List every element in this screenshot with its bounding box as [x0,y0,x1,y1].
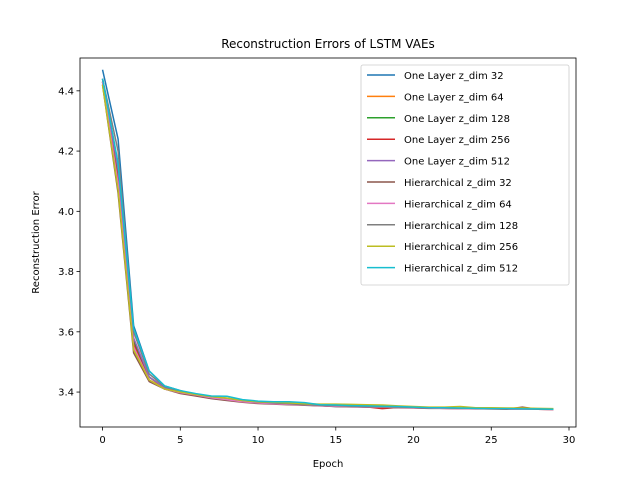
x-axis: 0 5 10 15 20 25 30 [99,427,575,446]
plot-lines [101,69,554,411]
legend-label-9: Hierarchical z_dim 256 [404,242,518,253]
legend: One Layer z_dim 32 One Layer z_dim 64 One … [360,64,570,286]
x-tick-label: 20 [407,435,420,446]
y-tick-label: 3.4 [58,388,74,399]
legend-label-1: One Layer z_dim 32 [404,71,504,82]
y-tick-label: 3.8 [58,267,74,278]
chart-title: Reconstruction Errors of LSTM VAEs [221,37,435,51]
x-axis-title: Epoch [313,459,344,470]
legend-label-7: Hierarchical z_dim 64 [404,199,512,210]
legend-label-4: One Layer z_dim 256 [404,135,510,146]
plot-frame [79,57,577,428]
x-tick-label: 10 [252,435,265,446]
legend-box [360,64,570,286]
legend-label-10: Hierarchical z_dim 512 [404,264,518,275]
x-tick-label: 0 [99,435,105,446]
legend-label-5: One Layer z_dim 512 [404,157,510,168]
x-tick-label: 25 [485,435,498,446]
y-axis: 3.4 3.6 3.8 4.0 4.2 4.4 [58,86,80,399]
y-tick-label: 3.6 [58,327,74,338]
x-tick-label: 5 [177,435,183,446]
legend-label-8: Hierarchical z_dim 128 [404,221,518,232]
x-tick-label: 15 [329,435,342,446]
series-line-10 [101,78,554,410]
legend-label-2: One Layer z_dim 64 [404,92,504,103]
legend-label-3: One Layer z_dim 128 [404,114,510,125]
y-tick-label: 4.4 [58,86,74,97]
y-tick-label: 4.0 [58,207,74,218]
y-tick-label: 4.2 [58,147,74,158]
x-tick-label: 30 [563,435,576,446]
legend-label-6: Hierarchical z_dim 32 [404,178,512,189]
y-axis-title: Reconstruction Error [31,190,42,293]
